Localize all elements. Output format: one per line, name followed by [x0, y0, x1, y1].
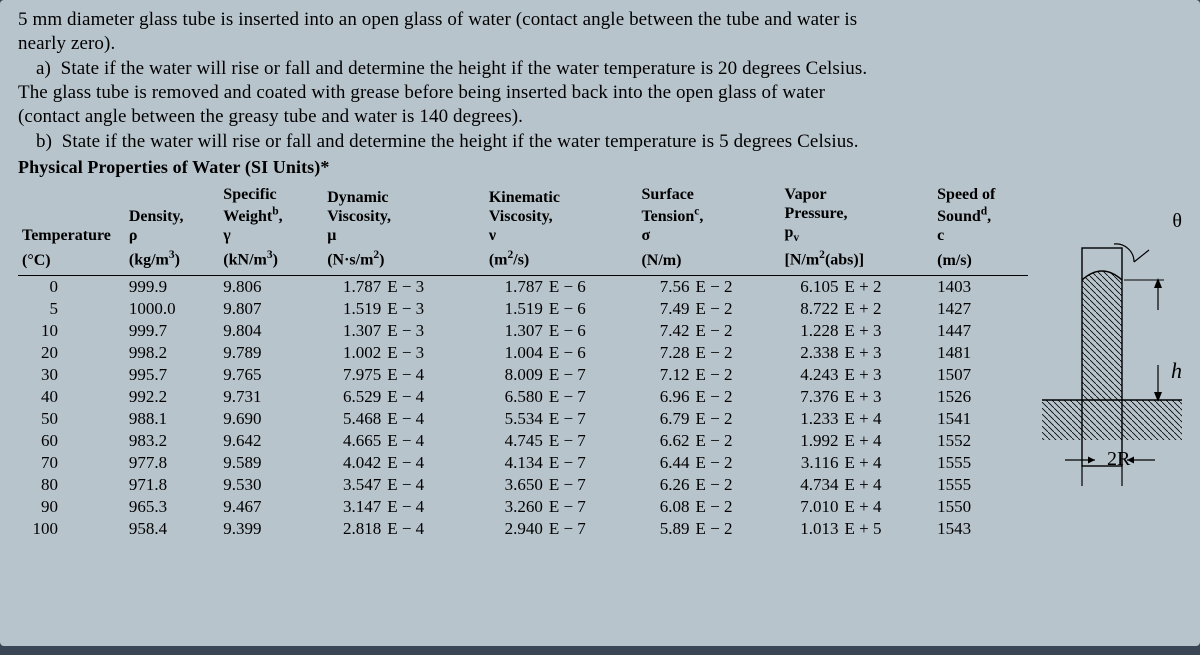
problem-statement: 5 mm diameter glass tube is inserted int… [18, 8, 1188, 179]
col-head-specific-weight: Specific Weightb, γ [219, 185, 323, 249]
two-r-label: 2R [1057, 445, 1157, 475]
water-properties-table: Temperature Density, ρ Specific Weightb,… [18, 185, 1028, 540]
table-row: 60983.29.6424.665E − 44.745E − 76.62E − … [18, 430, 1028, 452]
col-unit-kinematic-viscosity: (m2/s) [485, 248, 638, 275]
textbook-page: 5 mm diameter glass tube is inserted int… [0, 0, 1200, 646]
table-row: 0999.99.8061.787E − 31.787E − 67.56E − 2… [18, 275, 1028, 298]
table-row: 30995.79.7657.975E − 48.009E − 77.12E − … [18, 364, 1028, 386]
table-body: 0999.99.8061.787E − 31.787E − 67.56E − 2… [18, 275, 1028, 540]
col-unit-dynamic-viscosity: (N·s/m2) [323, 248, 485, 275]
table-row: 10999.79.8041.307E − 31.307E − 67.42E − … [18, 320, 1028, 342]
col-unit-sound-speed: (m/s) [933, 248, 1028, 275]
theta-label: θ [1172, 210, 1182, 233]
table-row: 70977.89.5894.042E − 44.134E − 76.44E − … [18, 452, 1028, 474]
col-unit-density: (kg/m3) [125, 248, 219, 275]
table-row: 100958.49.3992.818E − 42.940E − 75.89E −… [18, 518, 1028, 540]
prose-line: a) State if the water will rise or fall … [18, 57, 1188, 81]
table-header: Temperature Density, ρ Specific Weightb,… [18, 185, 1028, 275]
col-unit-vapor-pressure: [N/m2(abs)] [781, 248, 934, 275]
capillary-tube-diagram: θ h 2R [1042, 240, 1182, 500]
table-title: Physical Properties of Water (SI Units)* [18, 156, 1188, 179]
col-head-kinematic-viscosity: Kinematic Viscosity, ν [485, 185, 638, 249]
prose-line: nearly zero). [18, 32, 1188, 56]
svg-text:2R: 2R [1107, 448, 1131, 470]
col-head-density: Density, ρ [125, 185, 219, 249]
prose-line: b) State if the water will rise or fall … [18, 130, 1188, 154]
table-row: 20998.29.7891.002E − 31.004E − 67.28E − … [18, 342, 1028, 364]
col-unit-specific-weight: (kN/m3) [219, 248, 323, 275]
table-row: 80971.89.5303.547E − 43.650E − 76.26E − … [18, 474, 1028, 496]
col-head-vapor-pressure: Vapor Pressure, pv [781, 185, 934, 249]
table-row: 50988.19.6905.468E − 45.534E − 76.79E − … [18, 408, 1028, 430]
col-unit-surface-tension: (N/m) [637, 248, 780, 275]
col-unit-temperature: (°C) [18, 248, 125, 275]
col-head-sound-speed: Speed of Soundd, c [933, 185, 1028, 249]
col-head-surface-tension: Surface Tensionc, σ [637, 185, 780, 249]
h-label: h [1171, 358, 1182, 384]
col-head-temperature: Temperature [18, 185, 125, 249]
table-row: 90965.39.4673.147E − 43.260E − 76.08E − … [18, 496, 1028, 518]
table-row: 40992.29.7316.529E − 46.580E − 76.96E − … [18, 386, 1028, 408]
prose-line: (contact angle between the greasy tube a… [18, 105, 1188, 129]
col-head-dynamic-viscosity: Dynamic Viscosity, μ [323, 185, 485, 249]
table-row: 51000.09.8071.519E − 31.519E − 67.49E − … [18, 298, 1028, 320]
prose-line: 5 mm diameter glass tube is inserted int… [18, 8, 1188, 32]
prose-line: The glass tube is removed and coated wit… [18, 81, 1188, 105]
